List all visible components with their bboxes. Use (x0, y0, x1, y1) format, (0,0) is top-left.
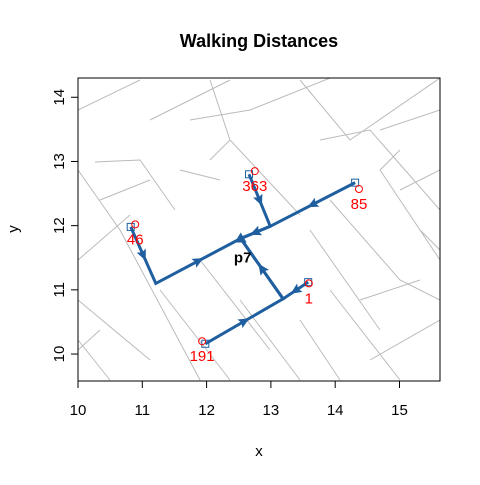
point-label: 363 (242, 178, 267, 195)
y-tick-label: 12 (51, 217, 68, 234)
arrow-head (191, 258, 204, 268)
y-axis-label: y (5, 225, 22, 233)
plot-box (77, 77, 441, 382)
arrow-head (136, 248, 146, 261)
point (131, 220, 140, 229)
point-label: 1 (305, 290, 313, 307)
arrow-head (253, 193, 263, 206)
roads (78, 78, 440, 381)
x-tick-label: 10 (70, 402, 87, 419)
point-label: 85 (351, 196, 368, 213)
x-tick-label: 12 (198, 402, 215, 419)
node-square (351, 178, 360, 187)
walk-path (204, 237, 286, 346)
x-tick-label: 13 (263, 402, 280, 419)
x-tick-label: 15 (391, 402, 408, 419)
point-label: 191 (190, 348, 215, 365)
y-tick-label: 14 (51, 89, 68, 106)
y-tick-label: 13 (51, 153, 68, 170)
arrow-head (290, 283, 303, 294)
chart-title: Walking Distances (180, 31, 338, 51)
walk-path (129, 226, 242, 286)
point (198, 337, 207, 346)
point (304, 279, 313, 288)
arrow-head (307, 197, 320, 208)
point-label: 46 (127, 231, 144, 248)
arrow-head (249, 225, 262, 236)
point (354, 185, 363, 194)
arrow-head (258, 263, 269, 276)
node-square (126, 222, 135, 231)
y-tick-label: 11 (51, 282, 68, 298)
arrow-head (237, 318, 250, 329)
point (250, 167, 259, 176)
origin-mark (234, 232, 247, 243)
x-tick-label: 14 (327, 402, 344, 419)
x-axis-label: x (255, 443, 263, 460)
origin-label: p7 (234, 249, 252, 266)
y-tick-label: 10 (51, 346, 68, 363)
x-tick-label: 11 (135, 402, 151, 419)
